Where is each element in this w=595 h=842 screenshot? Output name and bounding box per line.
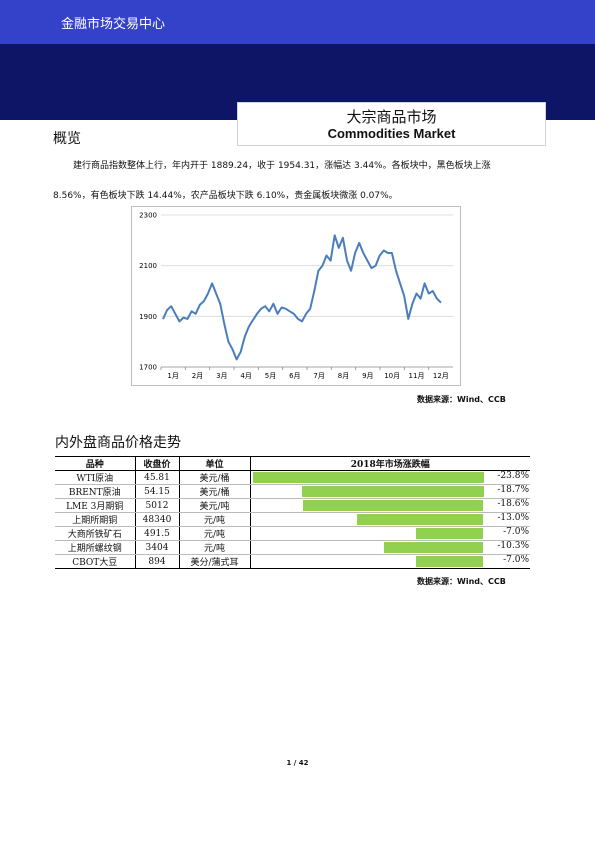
table-row: 大商所铁矿石 491.5 元/吨 -7.0% (55, 526, 530, 541)
close-price: 3404 (134, 540, 179, 555)
y-tick-label: 1900 (139, 313, 157, 321)
y-tick-label: 2300 (139, 212, 157, 220)
x-tick-label: 8月 (338, 372, 349, 380)
x-tick-label: 5月 (265, 372, 276, 380)
price-unit: 元/吨 (178, 512, 250, 527)
section-title-cn: 大宗商品市场 (346, 108, 437, 126)
x-tick-label: 10月 (384, 372, 400, 380)
change-bar (415, 556, 484, 567)
commodity-name: BRENT原油 (55, 484, 135, 499)
close-price: 5012 (134, 498, 179, 513)
org-name: 金融市场交易中心 (61, 17, 166, 32)
page-number: 1 / 42 (286, 759, 309, 767)
close-price: 48340 (134, 512, 179, 527)
x-tick-label: 1月 (167, 372, 178, 380)
close-price: 894 (134, 554, 179, 569)
col-header-unit: 单位 (178, 456, 250, 471)
x-tick-label: 11月 (409, 372, 425, 380)
commodity-name: 上期所螺纹钢 (55, 540, 135, 555)
overview-heading: 概览 (53, 131, 81, 147)
table-row: WTI原油 45.81 美元/桶 -23.8% (55, 470, 530, 485)
chart-source: 数据来源：Wind、CCB (417, 395, 506, 404)
change-cell: -23.8% (249, 470, 530, 485)
col-header-change: 2018年市场涨跌幅 (249, 456, 530, 471)
change-cell: -18.7% (249, 484, 530, 499)
x-tick-label: 7月 (313, 372, 324, 380)
col-header-name: 品种 (55, 456, 135, 471)
header-band: 2018 年回顾暨 2019 年展望 大宗商品市场 Commodities Ma… (0, 44, 595, 146)
report-title: 2018 年回顾暨 2019 年展望 (30, 123, 194, 137)
table-row: 上期所期铜 48340 元/吨 -13.0% (55, 512, 530, 527)
change-label: -18.7% (497, 485, 529, 495)
top-banner: 金融市场交易中心 (0, 0, 595, 44)
change-cell: -7.0% (249, 554, 530, 569)
x-tick-label: 4月 (240, 372, 251, 380)
change-cell: -7.0% (249, 526, 530, 541)
change-bar (302, 486, 484, 497)
overview-paragraph: 建行商品指数整体上行，年内开于 1889.24，收于 1954.31，涨幅达 3… (53, 151, 551, 211)
commodity-name: 上期所期铜 (55, 512, 135, 527)
commodity-index-chart: 1700 1900 2100 2300 1月 2月 3月 4月 5月 6月 7月 8月 9月 10月 11… (131, 206, 461, 386)
change-bar (252, 472, 484, 483)
change-bar (415, 528, 484, 539)
commodity-name: CBOT大豆 (55, 554, 135, 569)
index-line (162, 234, 442, 361)
commodity-name: 大商所铁矿石 (55, 526, 135, 541)
price-unit: 美元/桶 (178, 484, 250, 499)
x-tick-label: 12月 (433, 372, 449, 380)
close-price: 54.15 (134, 484, 179, 499)
price-unit: 美分/蒲式耳 (178, 554, 250, 569)
overview-line-2: 8.56%，有色板块下跌 14.44%，农产品板块下跌 6.10%，贵金属板块微… (53, 191, 398, 201)
change-bar (357, 514, 484, 525)
price-table: 品种 收盘价 单位 2018年市场涨跌幅 WTI原油 45.81 美元/桶 -2… (55, 456, 530, 569)
table-source: 数据来源：Wind、CCB (417, 577, 506, 586)
y-tick-label: 2100 (139, 262, 157, 270)
change-bar (302, 500, 484, 511)
change-label: -7.0% (503, 555, 529, 565)
change-cell: -13.0% (249, 512, 530, 527)
table-row: BRENT原油 54.15 美元/桶 -18.7% (55, 484, 530, 499)
price-table-heading: 内外盘商品价格走势 (55, 435, 181, 451)
table-row: 上期所螺纹钢 3404 元/吨 -10.3% (55, 540, 530, 555)
x-tick-label: 3月 (216, 372, 227, 380)
x-tick-label: 6月 (289, 372, 300, 380)
table-row: LME 3月期铜 5012 美元/吨 -18.6% (55, 498, 530, 513)
change-label: -13.0% (497, 513, 529, 523)
change-cell: -10.3% (249, 540, 530, 555)
y-tick-label: 1700 (139, 364, 157, 372)
price-unit: 美元/桶 (178, 470, 250, 485)
x-tick-label: 9月 (362, 372, 373, 380)
change-label: -7.0% (503, 527, 529, 537)
price-table-header: 品种 收盘价 单位 2018年市场涨跌幅 (55, 456, 530, 471)
col-header-close: 收盘价 (134, 456, 179, 471)
price-unit: 元/吨 (178, 526, 250, 541)
change-bar (383, 542, 484, 553)
x-tick-label: 2月 (192, 372, 203, 380)
close-price: 45.81 (134, 470, 179, 485)
change-label: -10.3% (497, 541, 529, 551)
table-row: CBOT大豆 894 美分/蒲式耳 -7.0% (55, 554, 530, 569)
section-title-box: 大宗商品市场 Commodities Market (237, 102, 546, 146)
overview-line-1: 建行商品指数整体上行，年内开于 1889.24，收于 1954.31，涨幅达 3… (73, 161, 491, 171)
price-unit: 美元/吨 (178, 498, 250, 513)
commodity-name: WTI原油 (55, 470, 135, 485)
change-cell: -18.6% (249, 498, 530, 513)
price-unit: 元/吨 (178, 540, 250, 555)
section-title-en: Commodities Market (327, 126, 456, 141)
change-label: -18.6% (497, 499, 529, 509)
commodity-name: LME 3月期铜 (55, 498, 135, 513)
close-price: 491.5 (134, 526, 179, 541)
change-label: -23.8% (497, 471, 529, 481)
